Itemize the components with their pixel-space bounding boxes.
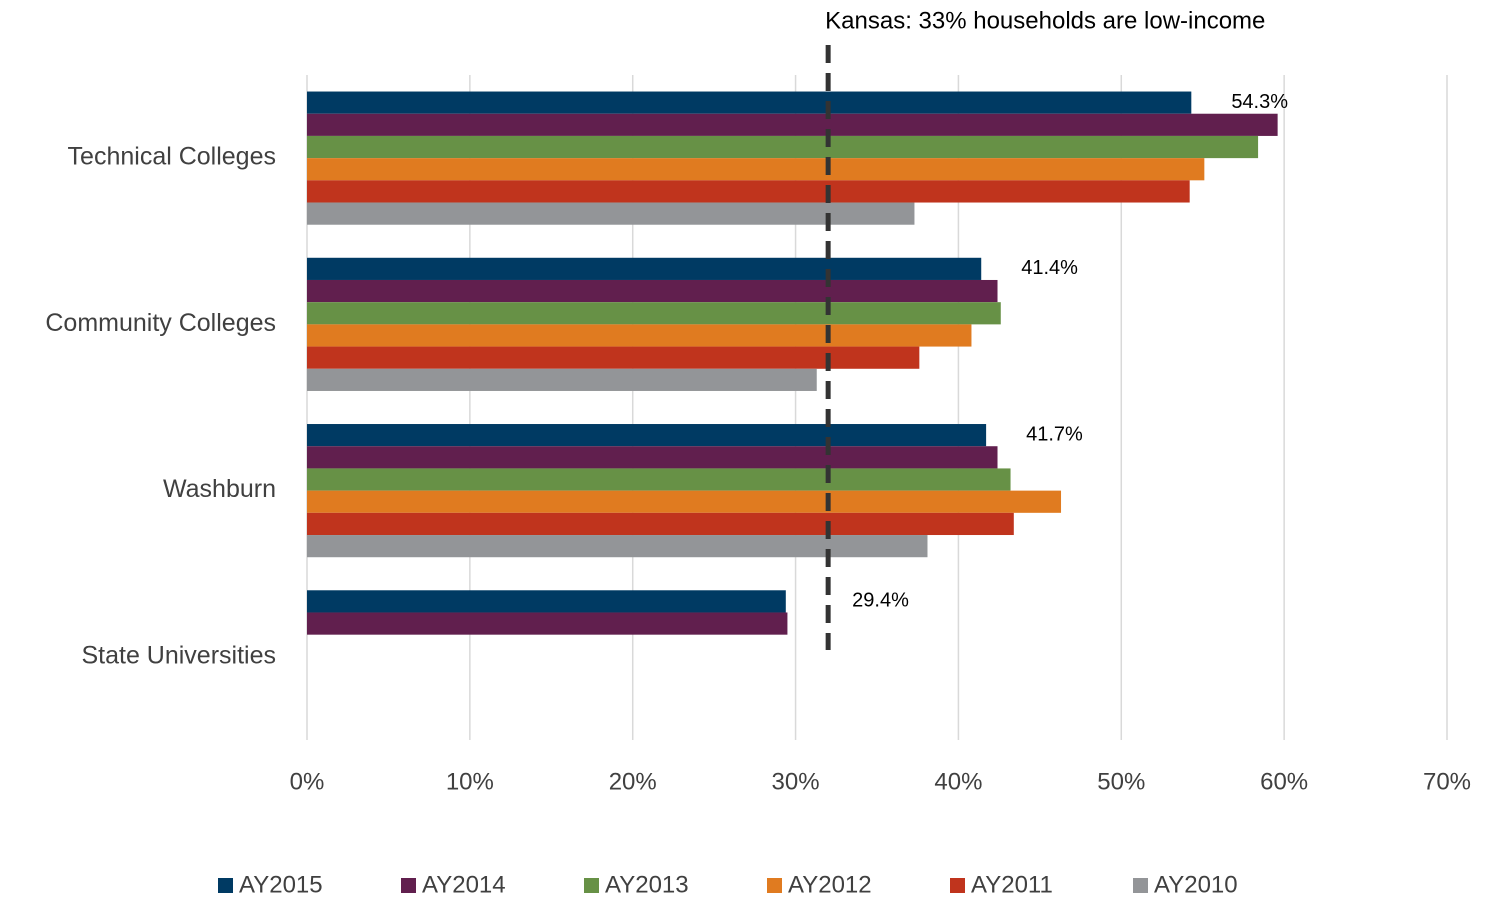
- bar: [307, 91, 1192, 114]
- bar: [307, 468, 1011, 491]
- y-tick-label: Technical Colleges: [68, 143, 276, 171]
- data-label: 41.4%: [1021, 257, 1078, 279]
- data-label: 54.3%: [1231, 91, 1288, 113]
- bar: [307, 446, 998, 469]
- data-label: 29.4%: [852, 590, 909, 612]
- bar: [307, 158, 1205, 181]
- bar: [307, 257, 982, 280]
- y-tick-label: State Universities: [81, 641, 276, 669]
- legend-swatch: [767, 878, 782, 893]
- legend-label: AY2012: [788, 871, 872, 898]
- bar: [307, 590, 786, 613]
- bar: [307, 512, 1014, 536]
- bar: [307, 612, 788, 635]
- x-tick-label: 50%: [1097, 768, 1145, 795]
- bar: [307, 279, 998, 303]
- legend-swatch: [584, 878, 599, 893]
- data-label: 41.7%: [1026, 423, 1083, 445]
- x-tick-label: 40%: [934, 768, 982, 795]
- legend-label: AY2015: [239, 871, 323, 898]
- legend-label: AY2014: [422, 871, 506, 898]
- legend-swatch: [401, 878, 416, 893]
- legend-label: AY2010: [1154, 871, 1238, 898]
- bar: [307, 302, 1001, 325]
- x-tick-label: 0%: [290, 768, 325, 795]
- y-tick-label: Washburn: [163, 475, 276, 503]
- bar: [307, 135, 1259, 159]
- bar: [307, 202, 915, 225]
- bar: [307, 113, 1278, 136]
- legend-swatch: [1133, 878, 1148, 893]
- x-tick-label: 10%: [446, 768, 494, 795]
- y-tick-label: Community Colleges: [45, 309, 276, 337]
- x-tick-label: 30%: [772, 768, 820, 795]
- bar: [307, 490, 1062, 513]
- bar: [307, 180, 1190, 203]
- bar: [307, 324, 972, 347]
- bar: [307, 535, 928, 558]
- x-tick-label: 60%: [1260, 768, 1308, 795]
- legend-swatch: [950, 878, 965, 893]
- x-tick-label: 20%: [609, 768, 657, 795]
- bar: [307, 424, 987, 447]
- x-tick-label: 70%: [1423, 768, 1471, 795]
- legend-label: AY2011: [971, 871, 1053, 898]
- legend-label: AY2013: [605, 871, 689, 898]
- reference-label: Kansas: 33% households are low-income: [825, 7, 1265, 34]
- legend-swatch: [218, 878, 233, 893]
- bar: [307, 368, 817, 391]
- bar: [307, 346, 920, 369]
